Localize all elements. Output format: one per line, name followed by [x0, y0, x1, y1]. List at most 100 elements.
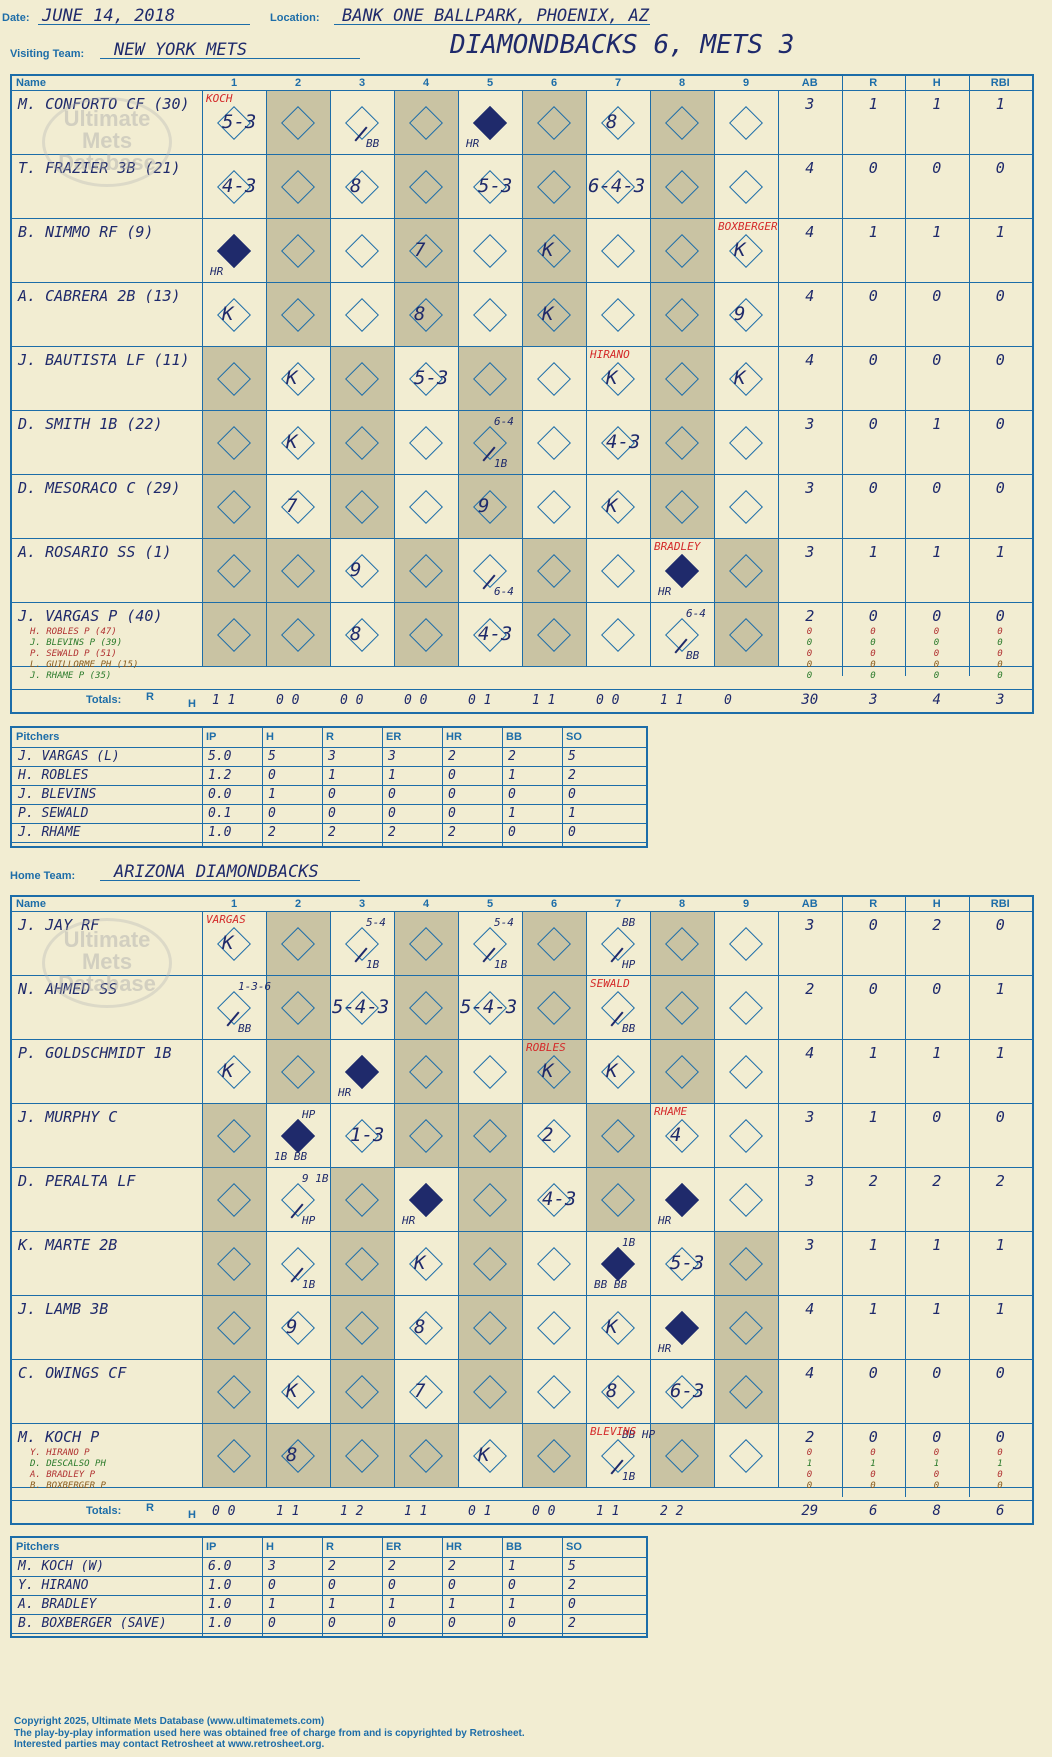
location-label: Location:	[270, 12, 320, 24]
pitcher-name: B. BOXBERGER (SAVE)	[18, 1616, 167, 1631]
shaded-cell	[522, 976, 586, 1039]
stat-h: 0	[932, 1364, 942, 1382]
pitch-header-h: H	[266, 731, 274, 743]
stat-divider	[841, 76, 843, 676]
stat-rbi: 1	[995, 1300, 1005, 1318]
substitute-stat: 1	[806, 1459, 813, 1469]
inning-divider	[458, 91, 459, 667]
stat-header-ab: AB	[801, 898, 818, 910]
stat-h: 0	[932, 159, 942, 177]
play-result: 8	[414, 303, 426, 325]
play-result: BB	[622, 1022, 636, 1035]
inning-total: 0 1	[468, 1504, 492, 1519]
shaded-cell	[202, 1104, 266, 1167]
batter-name: A. CABRERA 2B (13)	[18, 287, 181, 305]
substitute-stat: 0	[933, 649, 940, 659]
stat-divider	[905, 76, 906, 676]
pitch-header-er: ER	[386, 1541, 402, 1553]
base-diamond	[729, 426, 763, 460]
pitcher-stat: 1.2	[208, 768, 232, 783]
totals-label: Totals:	[86, 694, 122, 706]
play-result: 6-3	[670, 1380, 705, 1402]
pitcher-stat: 0	[268, 768, 276, 783]
batter-name: P. GOLDSCHMIDT 1B	[18, 1044, 172, 1062]
footer-retrosheet: The play-by-play information used here w…	[14, 1728, 525, 1739]
play-result: 6-4-3	[588, 175, 646, 197]
stat-h: 1	[932, 223, 942, 241]
play-result: HR	[338, 1086, 352, 1099]
name-header: Name	[16, 77, 46, 89]
watermark-logo: Ultimate Mets Database	[42, 97, 172, 187]
inning-divider	[202, 912, 203, 1488]
batter-name: M. KOCH P	[18, 1428, 100, 1446]
stat-ab: 4	[805, 1364, 815, 1382]
pitcher-name: P. SEWALD	[18, 806, 89, 821]
shaded-cell	[586, 1168, 650, 1231]
pitch-col-line	[382, 728, 383, 846]
play-result: 9	[734, 303, 746, 325]
pitcher-stat: 0	[388, 806, 396, 821]
substitute-stat: 0	[933, 638, 940, 648]
batter-row: A. CABRERA 2B (13) 4 0 0 0	[12, 283, 1032, 347]
substitute-name: L. GUILLORME PH (15)	[30, 660, 139, 670]
substitute-stat: 0	[870, 1470, 876, 1480]
inning-divider	[522, 912, 523, 1488]
watermark-text: Database	[58, 150, 156, 175]
shaded-cell	[650, 219, 714, 282]
inning-total: 0 0	[276, 693, 300, 708]
stat-ab: 2	[805, 980, 815, 998]
shaded-cell	[458, 1168, 522, 1231]
visiting-team-name: NEW YORK METS	[114, 40, 248, 60]
stat-divider	[905, 897, 906, 1497]
totals-h-label: H	[188, 1509, 196, 1521]
pitch-header-bb: BB	[506, 1541, 522, 1553]
base-diamond	[729, 106, 763, 140]
stat-h: 0	[932, 287, 942, 305]
play-result: BB BB	[594, 1278, 628, 1291]
stat-r: 1	[868, 1108, 878, 1126]
substitute-name: J. BLEVINS P (39)	[30, 638, 123, 648]
pitch-row-line	[12, 1595, 646, 1596]
pitching-change-note: BLEVINS	[590, 1425, 637, 1438]
pitch-col-line	[262, 728, 263, 846]
inning-total: 0 0	[404, 693, 428, 708]
footer-contact: Interested parties may contact Retroshee…	[14, 1739, 325, 1750]
stat-r: 1	[868, 1044, 878, 1062]
base-diamond	[409, 490, 443, 524]
pitcher-stat: 1	[388, 1597, 396, 1612]
pitcher-stat: 1.0	[208, 1597, 232, 1612]
substitute-stat: 0	[806, 627, 813, 637]
pitching-change-note: SEWALD	[590, 977, 630, 990]
substitute-stat: 0	[997, 649, 1003, 659]
stat-h: 2	[932, 1172, 942, 1190]
pitcher-stat: 0.0	[208, 787, 232, 802]
shaded-cell	[522, 603, 586, 666]
pitcher-stat: 5	[268, 749, 276, 764]
pitcher-stat: 2	[328, 825, 336, 840]
shaded-cell	[458, 1296, 522, 1359]
shaded-cell	[266, 1040, 330, 1103]
batter-row: M. KOCH P Y. HIRANO P D. DESCALSO PH A. BRA…	[12, 1424, 1032, 1491]
batter-name: J. VARGAS P (40)	[18, 607, 163, 625]
pitch-col-line	[322, 1538, 323, 1636]
batter-row: A. ROSARIO SS (1) 3 1 1 1	[12, 539, 1032, 603]
inning-header-4: 4	[422, 77, 430, 89]
shaded-cell	[330, 1424, 394, 1487]
inning-divider	[778, 91, 779, 667]
pitcher-stat: 6.0	[208, 1559, 232, 1574]
substitute-stat: 0	[933, 1448, 940, 1458]
shaded-cell	[266, 155, 330, 218]
batter-name: A. ROSARIO SS (1)	[18, 543, 172, 561]
batter-row: D. PERALTA LF 3 2 2 2	[12, 1168, 1032, 1232]
stat-ab: 3	[805, 479, 815, 497]
pitcher-stat: 2	[328, 1559, 336, 1574]
stat-ab: 4	[805, 1044, 815, 1062]
pitcher-stat: 0	[508, 1616, 516, 1631]
pitching-change-note: HIRANO	[590, 348, 630, 361]
stat-rbi: 0	[995, 159, 1005, 177]
play-result: 7	[414, 239, 426, 261]
inning-header-9: 9	[742, 898, 750, 910]
pitch-header-pitchers: Pitchers	[16, 731, 60, 743]
play-result: 8	[606, 1380, 618, 1402]
batter-name: C. OWINGS CF	[18, 1364, 127, 1382]
